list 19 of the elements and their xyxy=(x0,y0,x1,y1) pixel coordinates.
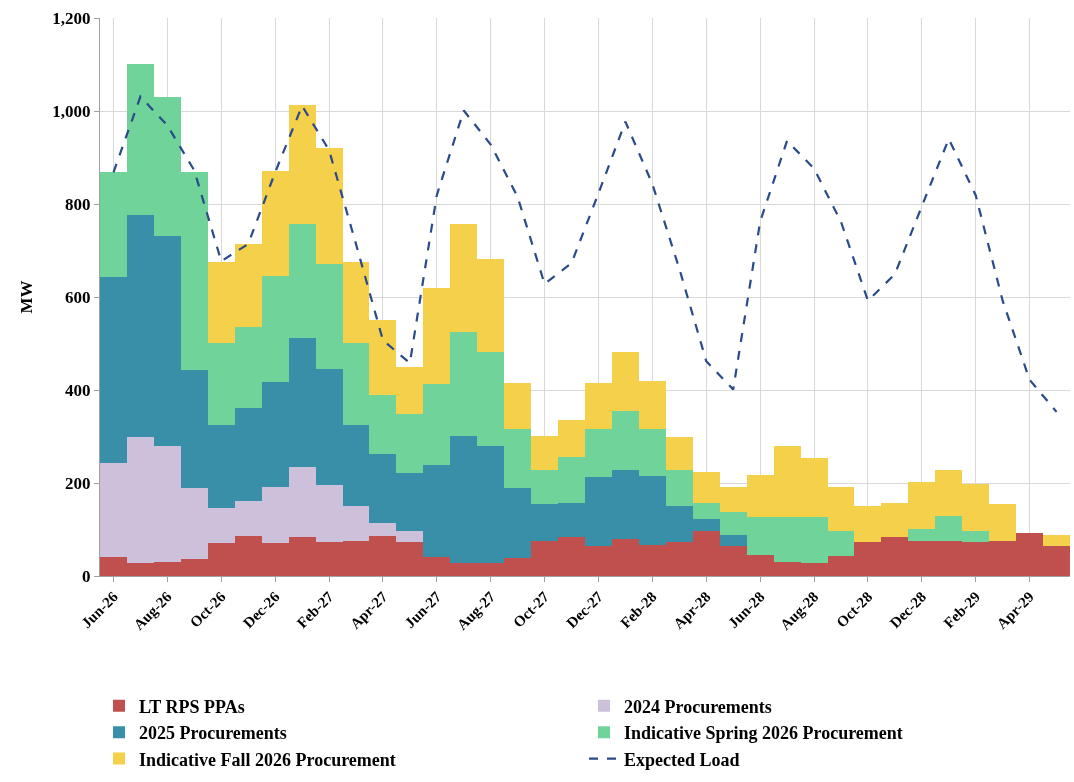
y-axis-title: MW xyxy=(16,280,36,314)
bar xyxy=(666,437,693,470)
bar xyxy=(720,535,747,546)
legend-label: Expected Load xyxy=(624,749,740,770)
y-tick-label: 1,000 xyxy=(52,101,91,121)
y-tick-label: 1,200 xyxy=(52,8,91,28)
legend-label: Indicative Spring 2026 Procurement xyxy=(624,723,903,744)
y-tick-label: 200 xyxy=(65,473,91,493)
y-tick-label: 600 xyxy=(65,287,91,307)
y-tick-label: 800 xyxy=(65,194,91,214)
y-tick-label: 0 xyxy=(82,566,91,586)
line-series xyxy=(112,95,1058,413)
y-tick-label: 400 xyxy=(65,380,91,400)
bar xyxy=(504,383,531,429)
legend-label: 2024 Procurements xyxy=(624,696,772,717)
legend-label: Indicative Fall 2026 Procurement xyxy=(139,749,396,770)
legend-label: 2025 Procurements xyxy=(139,723,287,744)
bar xyxy=(1043,535,1070,546)
legend-label: LT RPS PPAs xyxy=(139,696,245,717)
